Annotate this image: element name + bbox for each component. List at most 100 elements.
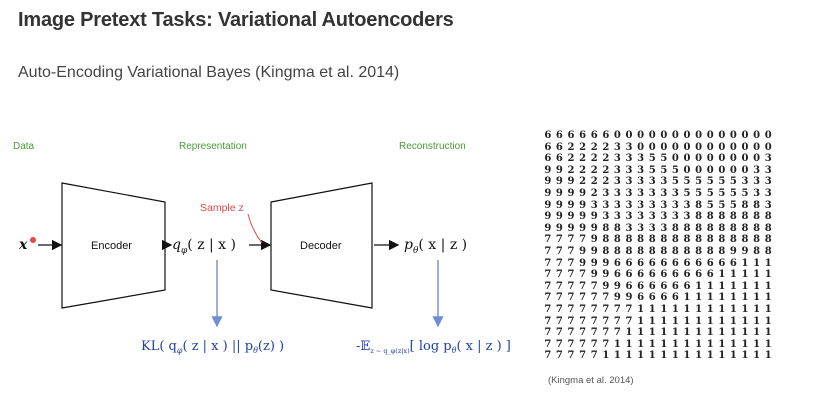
digit-sample: 6 (555, 130, 563, 141)
digit-sample: 8 (764, 246, 772, 257)
digit-sample: 6 (637, 269, 645, 281)
digit-sample: 8 (671, 246, 679, 257)
digit-sample: 8 (602, 222, 610, 234)
digit-sample: 2 (567, 153, 575, 165)
digit-sample: 3 (648, 188, 656, 199)
digit-sample: 3 (637, 176, 645, 188)
digit-sample: 8 (753, 199, 761, 211)
digit-sample: 3 (648, 176, 656, 188)
digit-sample: 2 (602, 176, 610, 188)
digit-sample: 1 (741, 280, 749, 292)
digit-sample: 9 (579, 222, 587, 234)
digit-sample: 0 (695, 130, 703, 141)
digit-sample: 0 (764, 130, 772, 141)
digit-sample: 0 (729, 153, 737, 165)
digit-sample: 1 (729, 338, 737, 350)
digit-sample: 0 (683, 141, 691, 153)
digit-sample: 0 (683, 130, 691, 141)
digit-sample: 8 (602, 234, 610, 246)
digit-sample: 6 (555, 153, 563, 165)
digit-sample: 1 (718, 269, 726, 281)
digit-sample: 5 (729, 188, 737, 199)
slide-title: Image Pretext Tasks: Variational Autoenc… (18, 9, 454, 31)
digit-sample: 0 (718, 141, 726, 153)
digit-sample: 1 (602, 350, 610, 362)
digit-sample: 5 (706, 176, 714, 188)
digit-sample: 3 (613, 141, 621, 153)
digit-sample: 1 (741, 304, 749, 315)
digit-sample: 0 (718, 130, 726, 141)
digit-sample: 3 (648, 222, 656, 234)
figure-citation: (Kingma et al. 2014) (548, 375, 634, 386)
digit-sample: 9 (741, 246, 749, 257)
digit-sample: 3 (660, 211, 668, 223)
digit-sample: 9 (544, 222, 552, 234)
digit-sample: 8 (625, 246, 633, 257)
digit-sample: 7 (567, 350, 575, 362)
digit-sample: 8 (683, 222, 691, 234)
digit-sample: 3 (625, 153, 633, 165)
digit-sample: 7 (567, 315, 575, 327)
digit-sample: 1 (718, 350, 726, 362)
digit-sample: 1 (648, 304, 656, 315)
digit-sample: 7 (613, 304, 621, 315)
digit-sample: 1 (706, 327, 714, 339)
decoder-label: Decoder (300, 240, 342, 252)
digit-sample: 5 (706, 188, 714, 199)
digit-sample: 6 (660, 269, 668, 281)
digit-sample: 9 (544, 199, 552, 211)
digit-sample: 0 (741, 141, 749, 153)
digit-sample: 1 (718, 292, 726, 304)
digit-sample: 5 (660, 164, 668, 176)
digit-sample: 9 (590, 234, 598, 246)
digit-sample: 3 (637, 222, 645, 234)
digit-sample: 3 (753, 164, 761, 176)
digit-sample: 3 (602, 211, 610, 223)
digit-sample: 8 (753, 246, 761, 257)
digit-sample: 0 (729, 164, 737, 176)
digit-sample: 7 (579, 315, 587, 327)
digit-sample: 0 (637, 130, 645, 141)
digit-sample: 0 (671, 141, 679, 153)
digit-sample: 3 (637, 153, 645, 165)
digit-sample: 1 (741, 257, 749, 269)
digit-sample: 8 (706, 234, 714, 246)
digit-sample: 7 (555, 315, 563, 327)
digit-sample: 8 (648, 234, 656, 246)
digit-sample: 6 (648, 292, 656, 304)
digit-sample: 2 (579, 176, 587, 188)
digit-sample: 1 (718, 280, 726, 292)
digit-sample: 3 (613, 176, 621, 188)
digit-sample: 7 (555, 257, 563, 269)
digit-sample: 7 (613, 327, 621, 339)
digit-sample: 7 (602, 338, 610, 350)
digit-sample: 0 (625, 130, 633, 141)
digit-sample: 1 (729, 304, 737, 315)
digit-sample: 0 (706, 164, 714, 176)
digit-sample: 0 (706, 153, 714, 165)
digit-sample: 6 (706, 269, 714, 281)
digit-sample: 1 (625, 327, 633, 339)
digit-sample: 1 (706, 338, 714, 350)
digit-sample: 9 (567, 176, 575, 188)
digit-sample: 8 (729, 234, 737, 246)
digit-sample: 8 (683, 234, 691, 246)
digit-sample: 5 (683, 176, 691, 188)
sample-z-label: Sample z (200, 202, 244, 214)
digit-sample: 6 (671, 269, 679, 281)
digit-sample: 1 (718, 315, 726, 327)
digit-sample: 6 (660, 292, 668, 304)
digit-sample: 2 (579, 164, 587, 176)
digit-sample: 7 (555, 234, 563, 246)
digit-sample: 3 (764, 188, 772, 199)
digit-sample: 7 (567, 327, 575, 339)
digit-sample: 7 (567, 234, 575, 246)
digit-sample: 6 (625, 269, 633, 281)
digit-sample: 1 (729, 269, 737, 281)
digit-sample: 9 (544, 211, 552, 223)
digit-sample: 7 (579, 350, 587, 362)
digit-sample: 1 (695, 350, 703, 362)
digit-sample: 7 (555, 327, 563, 339)
digit-sample: 0 (671, 130, 679, 141)
digit-sample: 8 (683, 246, 691, 257)
